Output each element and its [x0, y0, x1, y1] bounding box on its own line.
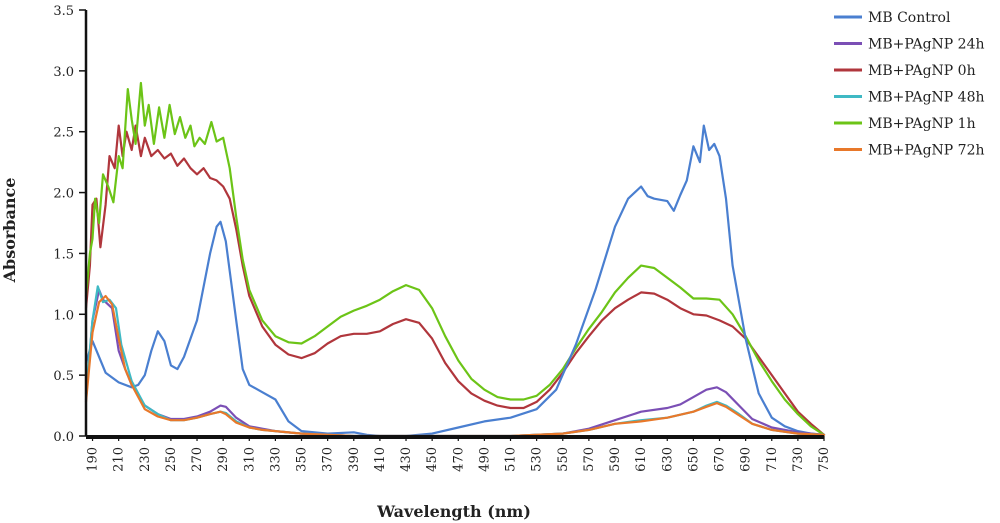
x-tick-label: 730	[791, 447, 806, 472]
y-tick-label: 3.0	[53, 65, 74, 80]
x-tick-label: 210	[112, 447, 127, 472]
legend-label: MB+PAgNP 72h	[868, 143, 985, 159]
y-tick-label: 2.5	[53, 126, 74, 141]
legend-label: MB+PAgNP 24h	[868, 37, 985, 53]
x-tick-label: 330	[268, 447, 283, 472]
series-line-0	[84, 124, 826, 438]
y-axis-title: Absorbance	[0, 178, 19, 284]
series-line-3	[84, 285, 826, 438]
x-tick-label: 590	[608, 447, 623, 472]
x-tick-label: 630	[660, 447, 675, 472]
x-tick-label: 290	[216, 447, 231, 472]
series-line-4	[84, 81, 826, 436]
legend-label: MB+PAgNP 48h	[868, 90, 985, 106]
x-tick-label: 410	[373, 447, 388, 472]
legend-label: MB+PAgNP 1h	[868, 116, 976, 132]
series-layer	[84, 81, 826, 438]
x-tick-label: 230	[138, 447, 153, 472]
y-tick-label: 1.0	[53, 308, 74, 323]
axes-layer	[84, 10, 824, 439]
legend-label: MB Control	[868, 10, 951, 26]
series-line-5	[84, 294, 826, 438]
x-tick-label: 670	[713, 447, 728, 472]
x-tick-label: 390	[347, 447, 362, 472]
x-tick-label: 490	[477, 447, 492, 472]
x-axis-title: Wavelength (nm)	[376, 502, 531, 521]
y-tick-label: 2.0	[53, 187, 74, 202]
x-tick-label: 510	[504, 447, 519, 472]
x-tick-label: 190	[86, 447, 101, 472]
x-tick-label: 370	[321, 447, 336, 472]
x-tick-label: 710	[765, 447, 780, 472]
y-tick-label: 3.5	[53, 4, 74, 19]
x-tick-label: 310	[242, 447, 257, 472]
x-tick-label: 550	[556, 447, 571, 472]
x-tick-label: 750	[817, 447, 832, 472]
y-tick-label: 0.0	[53, 430, 74, 445]
x-tick-label: 530	[530, 447, 545, 472]
x-tick-label: 270	[190, 447, 205, 472]
x-tick-label: 430	[399, 447, 414, 472]
x-tick-label: 650	[686, 447, 701, 472]
x-tick-label: 610	[634, 447, 649, 472]
x-tick-label: 350	[295, 447, 310, 472]
x-axis-bar	[86, 435, 824, 439]
legend: MB Control MB+PAgNP 24h MB+PAgNP 0h MB+PAgN…	[834, 10, 985, 159]
y-tick-label: 1.5	[53, 247, 74, 262]
x-tick-label: 570	[582, 447, 597, 472]
x-tick-label: 250	[164, 447, 179, 472]
series-line-1	[84, 288, 826, 438]
y-ticks: 0.0 0.5 1.0 1.5 2.0 2.5 3.0 3.5	[53, 4, 86, 445]
y-tick-label: 0.5	[53, 369, 74, 384]
x-tick-label: 450	[425, 447, 440, 472]
legend-label: MB+PAgNP 0h	[868, 63, 976, 79]
x-tick-label: 470	[451, 447, 466, 472]
x-ticks: 190 210 230 250 270 290 310 330 350 370 390 410 430 4…	[86, 436, 832, 472]
x-tick-label: 690	[739, 447, 754, 472]
